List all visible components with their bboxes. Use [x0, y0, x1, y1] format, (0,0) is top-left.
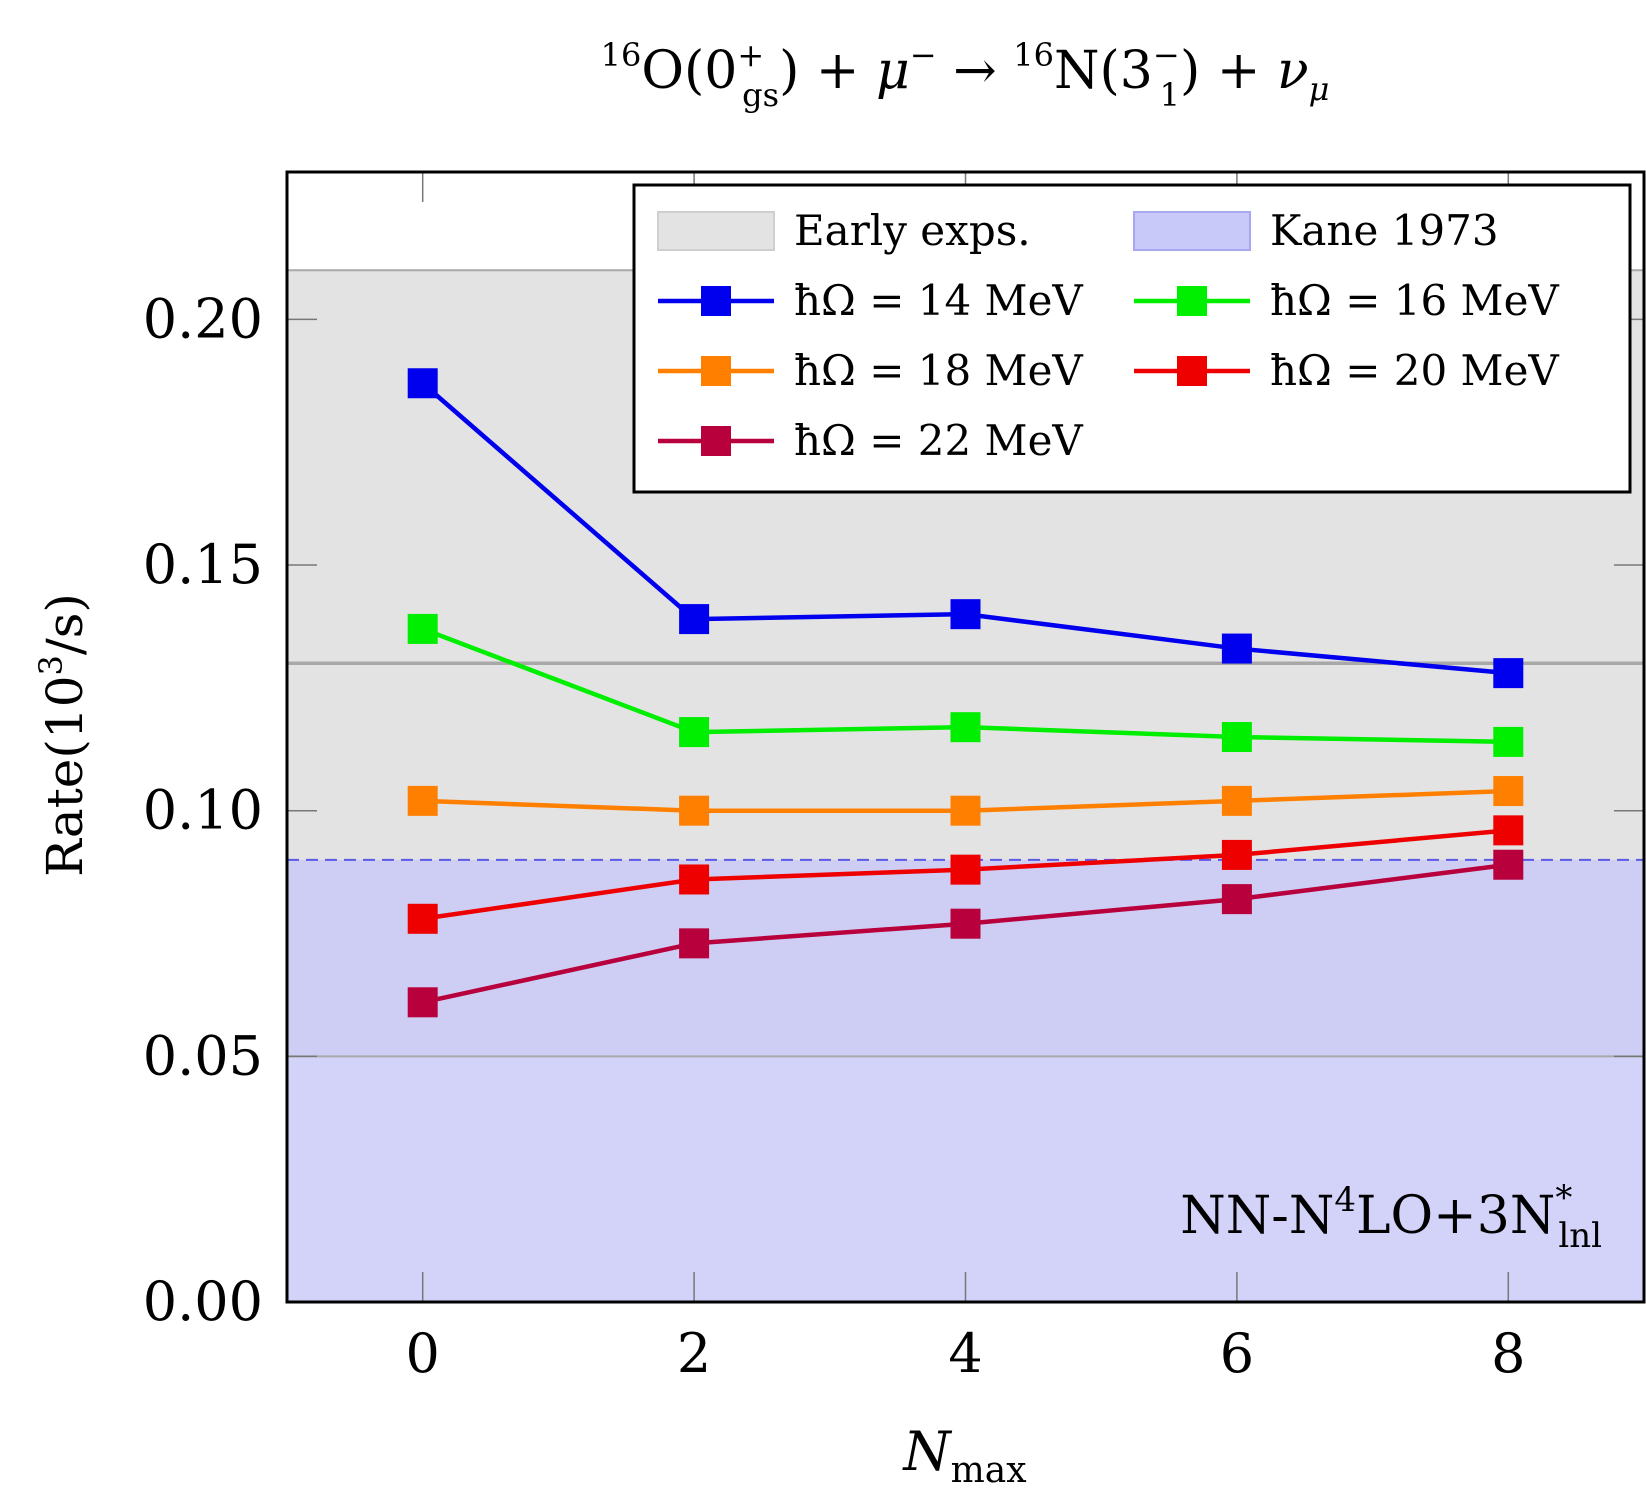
legend-label: ħΩ = 22 MeV — [794, 416, 1083, 465]
legend-marker — [701, 286, 731, 316]
data-point — [1221, 633, 1252, 664]
data-point — [1221, 884, 1252, 915]
legend-label: ħΩ = 18 MeV — [794, 346, 1083, 395]
series-4 — [407, 849, 1524, 1018]
x-tick-label: 0 — [406, 1322, 440, 1385]
y-tick-label: 0.10 — [143, 779, 263, 842]
series-0 — [407, 368, 1524, 689]
interaction-annotation: NN-N4LO+3N* lnl — [1180, 1178, 1602, 1256]
data-point — [1493, 815, 1524, 846]
data-point — [679, 795, 710, 826]
data-point — [407, 785, 438, 816]
y-axis-label: Rate(103/s) — [32, 593, 94, 877]
legend-entry: ħΩ = 20 MeV — [1134, 346, 1559, 395]
data-point — [950, 795, 981, 826]
legend-entry: Early exps. — [657, 206, 1031, 255]
plot-frame — [285, 170, 1646, 1304]
data-point — [679, 928, 710, 959]
legend-marker — [701, 356, 731, 386]
y-tick-label: 0.05 — [143, 1024, 263, 1087]
data-point — [679, 604, 710, 635]
legend-marker — [1177, 286, 1207, 316]
data-point — [950, 599, 981, 630]
y-tick-label: 0.00 — [143, 1270, 263, 1333]
legend-entry: ħΩ = 22 MeV — [658, 416, 1083, 465]
data-point — [1493, 849, 1524, 880]
legend-label: ħΩ = 14 MeV — [794, 276, 1083, 325]
legend-swatch — [1133, 211, 1251, 251]
x-tick-label: 6 — [1220, 1322, 1254, 1385]
data-point — [679, 717, 710, 748]
legend-swatch — [657, 211, 775, 251]
legend-entry: Kane 1973 — [1133, 206, 1499, 255]
x-tick-label: 4 — [948, 1322, 982, 1385]
data-point — [1493, 658, 1524, 689]
data-point — [407, 613, 438, 644]
data-point — [679, 864, 710, 895]
legend-label: Kane 1973 — [1270, 206, 1499, 255]
legend-entry: ħΩ = 18 MeV — [658, 346, 1083, 395]
legend-label: Early exps. — [794, 206, 1031, 255]
data-point — [950, 854, 981, 885]
data-point — [1221, 839, 1252, 870]
y-tick-label: 0.20 — [143, 287, 263, 350]
data-point — [1493, 776, 1524, 807]
legend-marker — [701, 426, 731, 456]
data-point — [407, 903, 438, 934]
series-2 — [407, 776, 1524, 826]
data-point — [1221, 722, 1252, 752]
data-point — [1221, 785, 1252, 816]
legend: Early exps. Kane 1973 ħΩ = 14 MeV ħΩ = 16 M… — [632, 183, 1632, 494]
legend-marker — [1177, 356, 1207, 386]
legend-entry: ħΩ = 14 MeV — [658, 276, 1083, 325]
x-tick-label: 2 — [677, 1322, 711, 1385]
data-point — [1493, 726, 1524, 757]
series-3 — [407, 815, 1524, 934]
data-point — [950, 908, 981, 939]
x-axis-label: Nmax — [901, 1420, 1026, 1491]
data-point — [407, 987, 438, 1018]
y-tick-label: 0.15 — [143, 533, 263, 596]
x-tick-label: 8 — [1491, 1322, 1525, 1385]
data-point — [407, 368, 438, 399]
legend-entry: ħΩ = 16 MeV — [1134, 276, 1559, 325]
legend-label: ħΩ = 16 MeV — [1270, 276, 1559, 325]
data-point — [950, 712, 981, 743]
legend-box — [632, 183, 1632, 494]
legend-label: ħΩ = 20 MeV — [1270, 346, 1559, 395]
series-1 — [407, 613, 1524, 757]
chart-title: 16O(0+ gs) + μ− → 16N(3− 1) + νμ — [601, 36, 1330, 114]
